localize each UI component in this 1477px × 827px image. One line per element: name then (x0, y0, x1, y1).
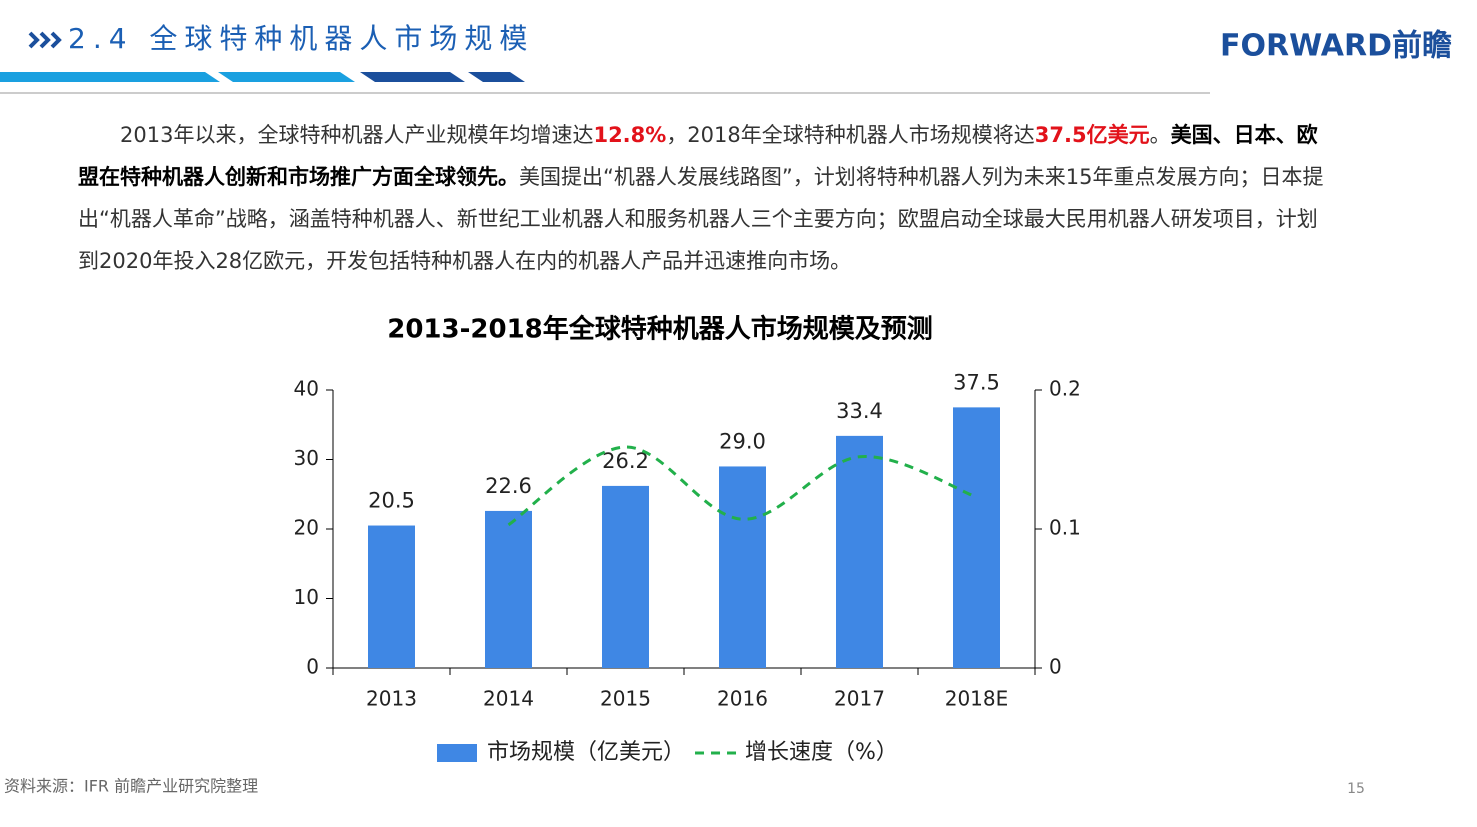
bar (719, 466, 766, 668)
x-tick-label: 2018E (945, 687, 1009, 711)
y-tick-label: 20 (294, 516, 319, 540)
value-label: 22.6 (485, 474, 532, 498)
y-tick-label: 0 (306, 655, 319, 679)
growth-line (507, 445, 978, 527)
bar (368, 525, 415, 668)
header-icon (28, 31, 62, 49)
y-tick-label: 30 (294, 446, 319, 470)
x-tick-label: 2014 (483, 687, 534, 711)
value-label: 20.5 (368, 489, 415, 513)
source: 资料来源：IFR 前瞻产业研究院整理 (4, 777, 258, 796)
legend-label: 增长速度（%） (745, 740, 898, 765)
y2-tick-label: 0 (1049, 655, 1062, 679)
y2-tick-label: 0.1 (1049, 516, 1081, 540)
x-tick-label: 2017 (834, 687, 885, 711)
logo: FORWARD前瞻 (1220, 29, 1452, 64)
text-run: 美国提出“机器人发展线路图”，计划将特种机器人列为未来15年重点发展方向；日本提… (78, 165, 1324, 273)
bar (953, 407, 1000, 668)
bar (602, 485, 649, 668)
value-label: 33.4 (836, 399, 883, 423)
paragraph: 2013年以来，全球特种机器人产业规模年均增速达12.8%，2018年全球特种机… (78, 114, 1328, 282)
header-stripes (0, 72, 525, 82)
y-tick-label: 40 (294, 377, 319, 401)
text-run: ，2018年全球特种机器人市场规模将达 (666, 123, 1035, 147)
y-tick-label: 10 (294, 585, 319, 609)
header-title: 2.4 全球特种机器人市场规模 (68, 22, 534, 55)
y2-tick-label: 0.2 (1049, 377, 1081, 401)
text-run: 。 (1149, 123, 1171, 147)
bar (485, 510, 532, 668)
text-run: 37.5亿美元 (1034, 123, 1150, 147)
x-tick-label: 2016 (717, 687, 768, 711)
value-label: 26.2 (602, 449, 649, 473)
chart-title: 2013-2018年全球特种机器人市场规模及预测 (387, 314, 933, 345)
x-tick-label: 2015 (600, 687, 651, 711)
legend-label: 市场规模（亿美元） (487, 740, 685, 765)
page-number: 15 (1347, 781, 1365, 797)
value-label: 29.0 (719, 429, 766, 453)
legend-swatch (437, 744, 477, 762)
value-label: 37.5 (953, 370, 1000, 394)
text-run: 美国、日本、欧盟在特种机器人创新和市场推广方面全球领先。 (78, 123, 1318, 189)
bar (836, 435, 883, 668)
text-run: 2013年以来，全球特种机器人产业规模年均增速达 (120, 123, 594, 147)
text-run: 12.8% (593, 123, 667, 147)
x-tick-label: 2013 (366, 687, 417, 711)
